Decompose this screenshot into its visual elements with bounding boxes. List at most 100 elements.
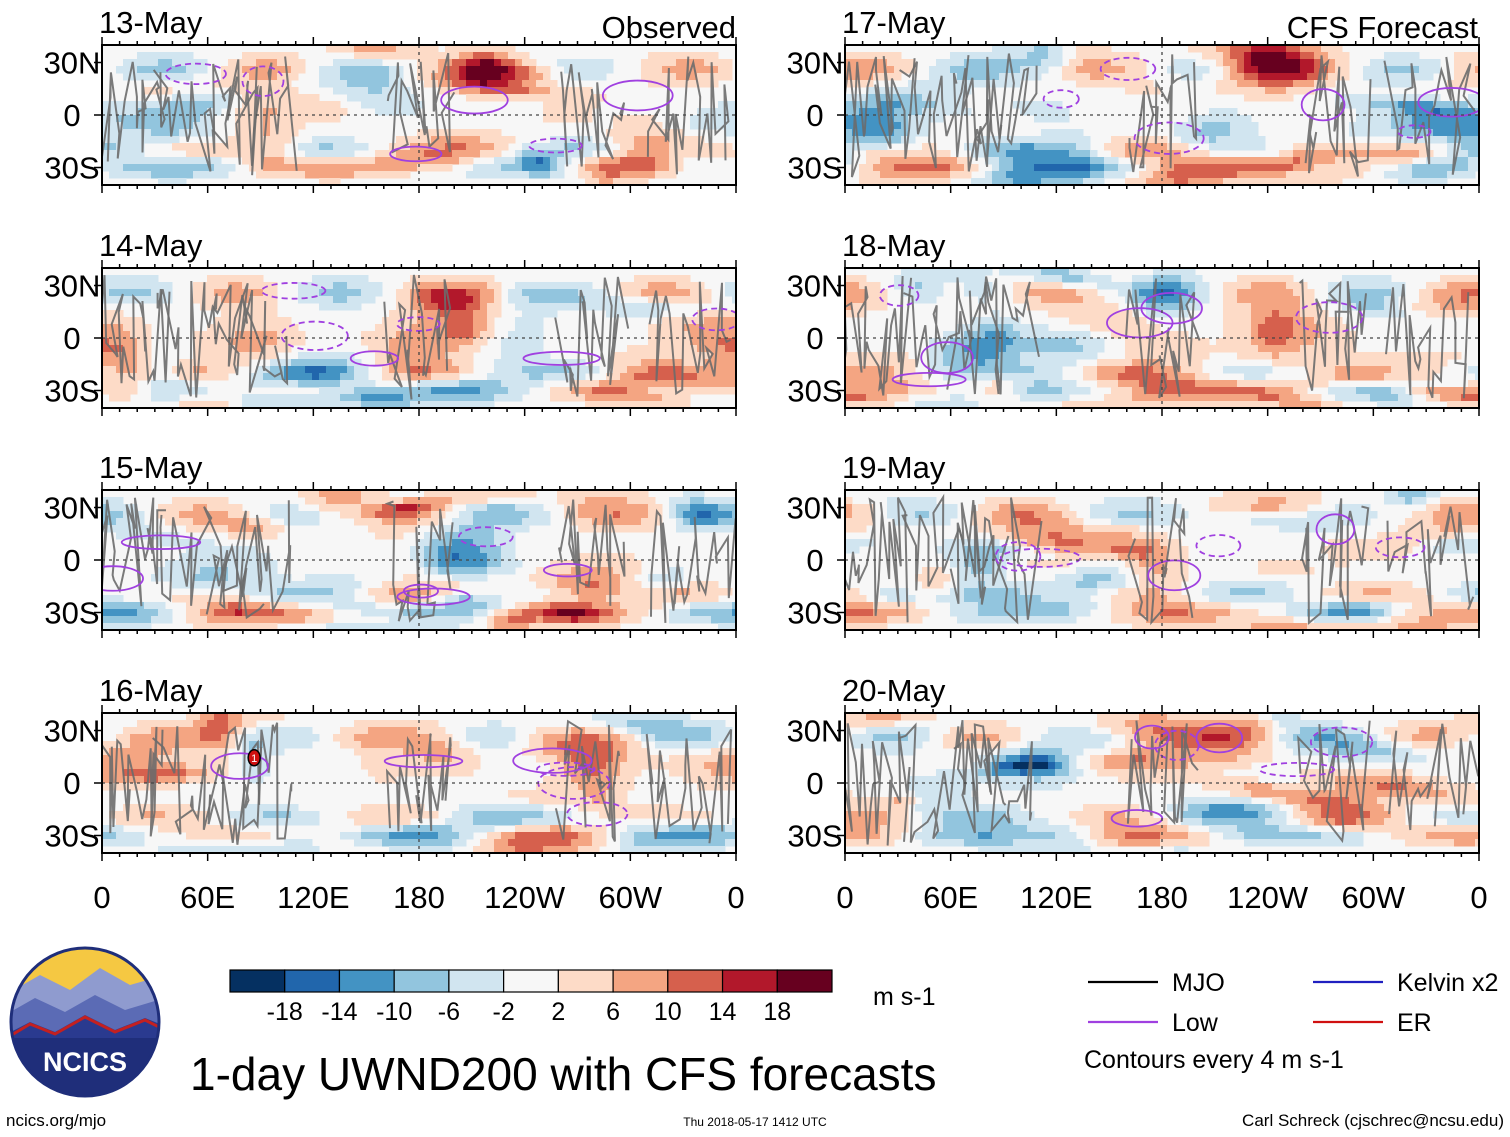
y-tick-label: 30N	[44, 269, 101, 304]
colorbar-tick-label: 18	[763, 998, 791, 1026]
x-tick-label: 0	[727, 880, 744, 915]
low-contour	[1309, 726, 1374, 758]
colorbar-swatch	[393, 969, 450, 993]
coastline	[558, 499, 626, 606]
panel-14-May: 14-May 30N 0 30S	[44, 228, 737, 416]
footer-link[interactable]: ncics.org/mjo	[6, 1111, 106, 1130]
y-tick-label: 30S	[787, 374, 842, 409]
coastline	[1383, 56, 1477, 175]
low-contour	[1374, 536, 1426, 559]
y-tick-label: 0	[63, 543, 80, 578]
coastline	[845, 497, 909, 623]
low-contour	[1195, 534, 1242, 558]
y-tick-label: 30S	[44, 596, 99, 631]
coastline	[211, 56, 298, 171]
coastline	[554, 276, 630, 397]
coastline	[207, 722, 293, 845]
low-contour	[210, 752, 269, 780]
x-axis: 0 60E 120E 180 120W 60W 0 0 60E 120E 180 120W 60W 0	[93, 880, 1487, 915]
low-contour	[1134, 724, 1170, 750]
wind-field	[102, 713, 736, 853]
low-contour	[280, 320, 349, 351]
y-tick-label: 30N	[787, 46, 844, 81]
x-tick-label: 60E	[180, 880, 235, 915]
y-tick-label: 30N	[44, 714, 101, 749]
low-contour	[1295, 301, 1364, 334]
colorbar-swatch	[612, 969, 669, 993]
mjo-marker-label: 1	[251, 753, 257, 765]
low-contour	[260, 282, 327, 300]
low-contour	[522, 350, 601, 366]
low-contour	[512, 747, 593, 774]
panel-date-label: 15-May	[99, 450, 203, 485]
y-tick-label: 0	[63, 766, 80, 801]
coastline	[1128, 54, 1198, 173]
low-contour	[1133, 121, 1205, 155]
colorbar-tick-label: -6	[438, 998, 460, 1026]
y-tick-label: 0	[63, 321, 80, 356]
colorbar: -18 -14 -10 -6 -2 2 6 10 14 18	[229, 969, 833, 1026]
low-contour	[1315, 513, 1356, 546]
coastline	[845, 275, 913, 396]
panel-date-label: 18-May	[842, 228, 946, 263]
panel-15-May: 15-May 30N 0 30S	[44, 450, 737, 638]
low-contour	[1042, 89, 1080, 109]
colorbar-tick-label: 2	[551, 998, 565, 1026]
colorbar-swatch	[667, 969, 724, 993]
colorbar-swatch	[448, 969, 505, 993]
coastline	[385, 733, 452, 832]
low-contour	[891, 371, 967, 388]
legend-label: Kelvin x2	[1397, 969, 1498, 997]
low-contour	[1195, 722, 1244, 754]
colorbar-swatch	[776, 969, 833, 993]
low-contour	[402, 583, 439, 599]
y-tick-label: 30S	[44, 374, 99, 409]
low-contour	[164, 62, 227, 86]
mjo-marker	[247, 749, 261, 767]
low-contour	[536, 761, 596, 777]
coastline	[650, 508, 736, 623]
coastline	[102, 497, 167, 607]
panels: 13-May30N030S14-May30N030S15-May30N030S1…	[44, 5, 1480, 861]
coastline	[560, 64, 626, 167]
panel-date-label: 17-May	[842, 5, 946, 40]
low-contour	[102, 565, 144, 592]
panel-18-May: 18-May 30N 0 30S	[787, 228, 1480, 416]
x-tick-label: 60E	[923, 880, 978, 915]
coastline	[946, 276, 1040, 395]
coastline	[205, 500, 292, 615]
colorbar-swatch	[284, 969, 341, 993]
low-contour	[528, 137, 583, 154]
footer-left[interactable]: ncics.org/mjo	[6, 1111, 106, 1130]
low-contour	[389, 145, 443, 163]
panel-19-May: 19-May 30N 0 30S	[787, 450, 1480, 638]
legend: MJO Kelvin x2 Low ER	[1088, 969, 1498, 1037]
coastline	[156, 280, 268, 398]
y-tick-label: 30S	[787, 151, 842, 186]
low-contour	[1417, 87, 1479, 118]
y-tick-label: 0	[806, 98, 823, 133]
coastline	[152, 59, 259, 176]
coastline	[648, 281, 731, 396]
low-contour	[1099, 56, 1157, 81]
y-tick-label: 30N	[787, 491, 844, 526]
x-tick-label: 120W	[1227, 880, 1309, 915]
low-contour	[999, 547, 1082, 568]
low-contour	[440, 85, 509, 115]
legend-label: ER	[1397, 1009, 1432, 1037]
wind-field	[845, 268, 1479, 408]
low-contour	[1397, 124, 1432, 139]
coastline	[152, 725, 263, 835]
wind-field	[102, 490, 736, 630]
panel-16-May: 16-May 30N 0 30S 1	[44, 673, 737, 861]
x-tick-label: 0	[836, 880, 853, 915]
panel-17-May: 17-May 30N 0 30S	[787, 5, 1480, 193]
coastline	[212, 293, 289, 386]
x-tick-label: 180	[393, 880, 445, 915]
low-contour	[457, 526, 514, 548]
coastline	[102, 275, 171, 386]
observed-label: Observed	[602, 10, 736, 45]
colorbar-tick-label: -18	[267, 998, 303, 1026]
colorbar-swatch	[721, 969, 778, 993]
